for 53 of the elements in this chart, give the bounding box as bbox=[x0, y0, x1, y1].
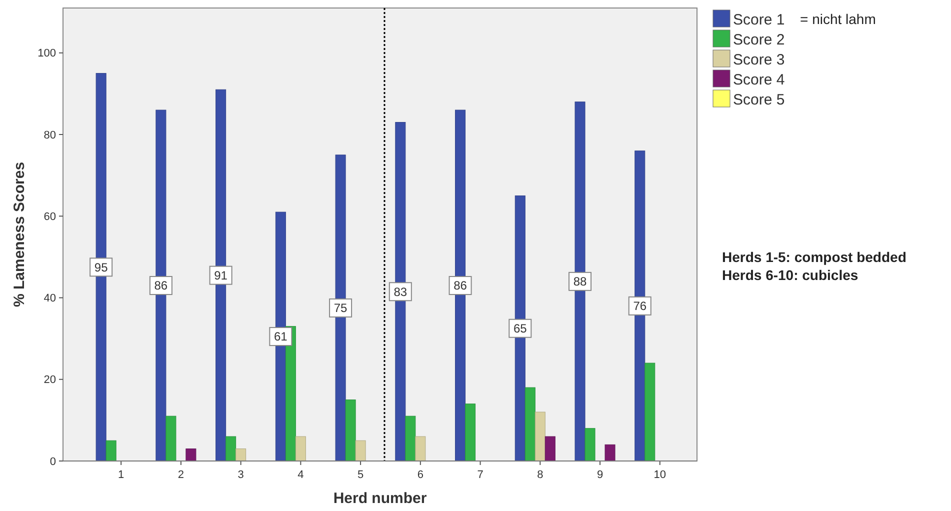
bar bbox=[236, 448, 246, 462]
legend-label: Score 2 bbox=[733, 31, 785, 48]
x-axis-title: Herd number bbox=[333, 490, 427, 507]
x-tick-label: 8 bbox=[537, 469, 544, 481]
bar bbox=[544, 436, 556, 462]
bar bbox=[186, 448, 196, 462]
data-label: 65 bbox=[513, 322, 528, 336]
data-label: 75 bbox=[334, 301, 348, 316]
bar bbox=[584, 428, 596, 462]
y-tick-label: 60 bbox=[44, 210, 56, 223]
legend-label: Score 5 bbox=[733, 91, 785, 108]
y-tick-label: 0 bbox=[50, 456, 56, 468]
legend-label: Score 3 bbox=[733, 51, 785, 68]
x-tick-label: 1 bbox=[118, 469, 124, 481]
text: Herds 1-5: compost bedded bbox=[722, 249, 906, 265]
y-tick-label: 100 bbox=[38, 48, 56, 60]
data-label: 86 bbox=[454, 278, 468, 293]
x-tick-label: 7 bbox=[477, 469, 484, 481]
bar bbox=[534, 412, 546, 462]
data-label: 76 bbox=[633, 299, 647, 314]
x-tick-label: 2 bbox=[178, 469, 184, 481]
x-tick-label: 10 bbox=[654, 469, 666, 481]
y-tick-label: 20 bbox=[44, 374, 56, 386]
text: Herds 6-10: cubicles bbox=[722, 267, 858, 283]
x-tick-label: 4 bbox=[298, 469, 304, 481]
data-label: 61 bbox=[274, 330, 288, 344]
text: = nicht lahm bbox=[800, 11, 876, 27]
bar bbox=[226, 436, 236, 462]
data-label: 91 bbox=[214, 268, 228, 283]
bar bbox=[166, 416, 176, 462]
x-tick-label: 6 bbox=[417, 469, 424, 481]
bar bbox=[465, 404, 476, 462]
x-tick-label: 9 bbox=[596, 469, 604, 481]
x-tick-label: 5 bbox=[357, 469, 364, 481]
bar bbox=[405, 416, 416, 462]
bar bbox=[106, 440, 116, 462]
bar bbox=[524, 387, 536, 462]
data-label: 83 bbox=[394, 284, 408, 299]
legend-label: Score 4 bbox=[733, 71, 785, 88]
bar bbox=[355, 440, 366, 462]
legend-label: Score 1 bbox=[733, 11, 785, 28]
data-label: 86 bbox=[154, 278, 168, 293]
bar bbox=[295, 436, 306, 462]
data-label: 88 bbox=[573, 274, 588, 289]
bar bbox=[345, 400, 356, 462]
y-tick-label: 80 bbox=[44, 129, 56, 142]
y-axis-title: % Lameness Scores bbox=[11, 162, 28, 308]
bar bbox=[604, 444, 616, 462]
bar bbox=[644, 362, 656, 462]
x-tick-label: 3 bbox=[238, 469, 244, 481]
bar bbox=[415, 436, 426, 462]
y-tick-label: 40 bbox=[44, 292, 56, 305]
data-label: 95 bbox=[94, 260, 108, 274]
